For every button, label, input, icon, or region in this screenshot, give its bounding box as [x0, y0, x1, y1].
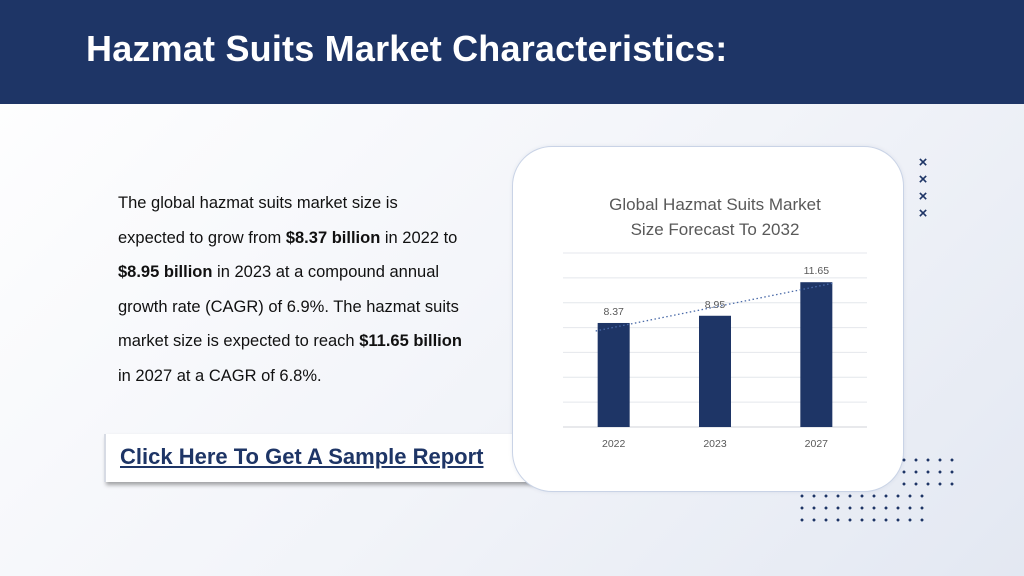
x-mark-icon: ×	[918, 205, 928, 222]
sample-report-box: Click Here To Get A Sample Report	[104, 434, 534, 482]
data-label: 8.95	[705, 299, 726, 311]
x-marks-decoration: × × × ×	[914, 154, 932, 222]
dot-grid-decoration	[898, 454, 958, 490]
bar-chart: Global Hazmat Suits Market Size Forecast …	[563, 195, 867, 450]
desc-text-2: in 2022 to	[380, 228, 458, 247]
bar-2023	[699, 315, 731, 427]
data-label: 11.65	[804, 265, 830, 277]
desc-text-4: in 2027 at a CAGR of 6.8%.	[118, 366, 322, 385]
x-mark-icon: ×	[918, 188, 928, 205]
x-tick-label: 2027	[805, 438, 829, 450]
data-label: 8.37	[603, 306, 624, 318]
bar-2027	[800, 282, 833, 427]
x-mark-icon: ×	[918, 154, 928, 171]
chart-title-line: Size Forecast To 2032	[631, 220, 800, 239]
page-title: Hazmat Suits Market Characteristics:	[86, 28, 728, 69]
desc-text-1: The global hazmat suits market size is e…	[118, 194, 398, 247]
x-tick-label: 2022	[602, 438, 626, 450]
dot-grid-decoration	[796, 490, 928, 526]
trendline	[595, 282, 835, 332]
header-bar: Hazmat Suits Market Characteristics:	[0, 0, 1024, 104]
x-tick-label: 2023	[703, 438, 727, 450]
chart-card: Global Hazmat Suits Market Size Forecast …	[512, 146, 904, 492]
desc-value-2022: $8.37 billion	[285, 228, 381, 247]
x-mark-icon: ×	[918, 171, 928, 188]
bar-2022	[597, 322, 630, 427]
market-description: The global hazmat suits market size is e…	[118, 186, 468, 393]
desc-value-2023: $8.95 billion	[118, 263, 213, 281]
desc-value-2027: $11.65 billion	[359, 332, 462, 350]
chart-title-line: Global Hazmat Suits Market	[609, 195, 821, 214]
sample-report-link[interactable]: Click Here To Get A Sample Report	[120, 444, 484, 469]
desc-text-3: in 2023 at a compound annual growth rate…	[118, 263, 459, 350]
